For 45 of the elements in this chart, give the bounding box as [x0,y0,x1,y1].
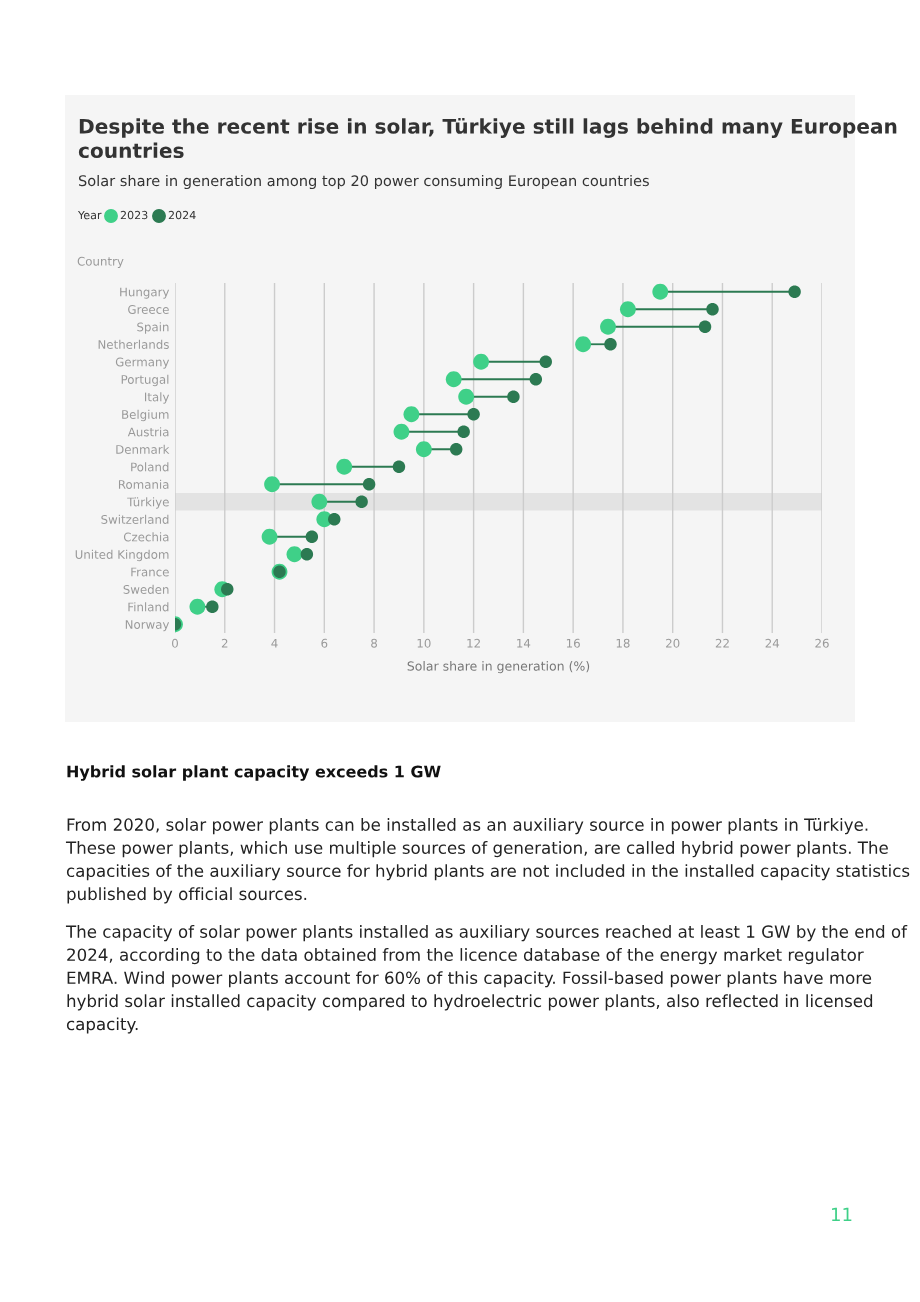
x-tick-label: 8 [371,638,378,648]
y-tick-label: Austria [127,427,169,437]
text: From 2020, solar power plants can be installed as an auxiliary source in power plants in Türkiye. These power plants, which use multiple sources of generation, are called hybrid power plants. The capacities of the auxiliary source for hybrid plants are not included in the installed capacity statistics published by official sources. [65,818,910,904]
y-tick-label: Italy [144,392,170,404]
x-tick-label: 2 [221,638,228,648]
legend-label: 2024 [168,210,196,220]
legend-label: 2023 [120,210,148,220]
y-tick-label: Poland [131,462,169,472]
y-tick-label: Norway [125,620,170,632]
y-tick-label: Türkiye [127,497,169,509]
x-tick-label: 20 [666,638,680,648]
y-tick-label: France [131,567,169,577]
y-tick-label: Czechia [123,532,169,542]
x-tick-label: 6 [321,638,328,648]
y-axis-title: Country [77,256,124,268]
chart-subtitle: Solar share in generation among top 20 power consuming European countries [78,174,649,190]
y-tick-label: Germany [115,357,170,369]
y-tick-label: Romania [118,479,169,489]
y-tick-label: Denmark [116,444,170,454]
y-tick-label: Belgium [122,409,169,422]
y-tick-label: Greece [128,304,169,314]
x-tick-label: 22 [715,638,729,648]
x-tick-label: 12 [467,638,480,648]
x-axis-title: Solar share in generation (%) [407,661,590,674]
x-tick-label: 4 [271,638,278,648]
y-tick-label: Switzerland [101,514,169,524]
y-tick-label: Netherlands [98,339,169,349]
text: Hybrid solar plant capacity exceeds 1 GW [67,765,441,781]
text: 11 [832,1207,852,1221]
y-tick-label: Portugal [121,374,169,387]
x-tick-label: 18 [616,638,630,648]
text: The capacity of solar power plants installed as auxiliary sources reached at least 1 GW by the end of 2024, according to the data obtained from the licence database of the energy market regulator EMRA. Wind power plants account for 60% of this capacity. Fossil-based power plants have more hybrid solar installed capacity compared to hydroelectric power plants, also reflected in licensed capacity. [65,925,908,1034]
y-tick-label: Sweden [123,584,169,594]
y-tick-label: Spain [137,322,169,334]
y-tick-label: Hungary [120,287,170,299]
x-tick-label: 24 [765,638,780,648]
x-tick-label: 26 [815,638,829,648]
x-tick-label: 16 [566,638,580,648]
x-tick-label: 14 [517,638,531,648]
legend-title: Year [77,210,102,220]
y-tick-label: United Kingdom [75,549,169,562]
y-tick-label: Finland [128,602,169,612]
x-tick-label: 0 [172,638,178,648]
chart-title: Despite the recent rise in solar, Türkiye still lags behind many European countries [78,118,897,159]
x-tick-label: 10 [417,638,431,648]
